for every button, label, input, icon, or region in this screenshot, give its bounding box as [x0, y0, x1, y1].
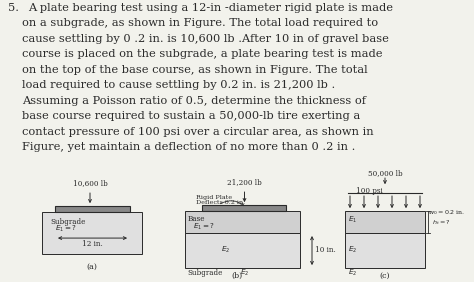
- Text: on the top of the base course, as shown in Figure. The total: on the top of the base course, as shown …: [22, 65, 368, 75]
- Text: $E_2$: $E_2$: [348, 245, 357, 255]
- Text: load required to cause settling by 0.2 in. is 21,200 lb .: load required to cause settling by 0.2 i…: [22, 80, 335, 91]
- Text: $E_1 = ?$: $E_1 = ?$: [55, 224, 77, 234]
- Text: 10,600 lb: 10,600 lb: [73, 179, 108, 187]
- Bar: [185, 211, 300, 233]
- Text: $w_0 = 0.2$ in.: $w_0 = 0.2$ in.: [428, 208, 465, 217]
- Text: (b): (b): [231, 272, 242, 280]
- Text: cause settling by 0 .2 in. is 10,600 lb .After 10 in of gravel base: cause settling by 0 .2 in. is 10,600 lb …: [22, 34, 389, 44]
- Text: 100 psi: 100 psi: [356, 187, 383, 195]
- Text: $E_2$: $E_2$: [220, 245, 230, 255]
- Text: $E_2$: $E_2$: [348, 268, 357, 278]
- Text: $E_2$: $E_2$: [240, 268, 249, 278]
- Bar: [55, 206, 130, 212]
- Text: Subgrade: Subgrade: [187, 269, 222, 277]
- Text: Subgrade: Subgrade: [50, 218, 85, 226]
- Bar: [202, 205, 286, 211]
- Text: 21,200 lb: 21,200 lb: [227, 178, 262, 186]
- Text: Deflects 0.2 in.: Deflects 0.2 in.: [196, 200, 245, 205]
- Text: 12 in.: 12 in.: [82, 240, 102, 248]
- Text: Figure, yet maintain a deflection of no more than 0 .2 in .: Figure, yet maintain a deflection of no …: [22, 142, 355, 152]
- Text: base course required to sustain a 50,000-lb tire exerting a: base course required to sustain a 50,000…: [22, 111, 360, 121]
- Text: $E_1 = ?$: $E_1 = ?$: [193, 222, 215, 232]
- Text: contact pressure of 100 psi over a circular area, as shown in: contact pressure of 100 psi over a circu…: [22, 127, 374, 137]
- Text: on a subgrade, as shown in Figure. The total load required to: on a subgrade, as shown in Figure. The t…: [22, 19, 378, 28]
- Bar: [345, 211, 425, 233]
- Text: 5.: 5.: [8, 3, 19, 13]
- Text: $h_t = ?$: $h_t = ?$: [432, 218, 451, 226]
- Text: A plate bearing test using a 12-in -diameter rigid plate is made: A plate bearing test using a 12-in -diam…: [28, 3, 393, 13]
- Bar: [185, 233, 300, 268]
- Text: course is placed on the subgrade, a plate bearing test is made: course is placed on the subgrade, a plat…: [22, 49, 383, 60]
- Text: Rigid Plate: Rigid Plate: [196, 195, 232, 200]
- Text: 50,000 lb: 50,000 lb: [368, 169, 402, 177]
- Text: (a): (a): [86, 263, 98, 271]
- Text: Base: Base: [188, 215, 206, 223]
- Text: $E_1$: $E_1$: [348, 215, 357, 225]
- Text: Assuming a Poisson ratio of 0.5, determine the thickness of: Assuming a Poisson ratio of 0.5, determi…: [22, 96, 366, 106]
- Text: (c): (c): [380, 272, 390, 280]
- Bar: [345, 233, 425, 268]
- Bar: [42, 212, 142, 254]
- Text: 10 in.: 10 in.: [315, 246, 336, 254]
